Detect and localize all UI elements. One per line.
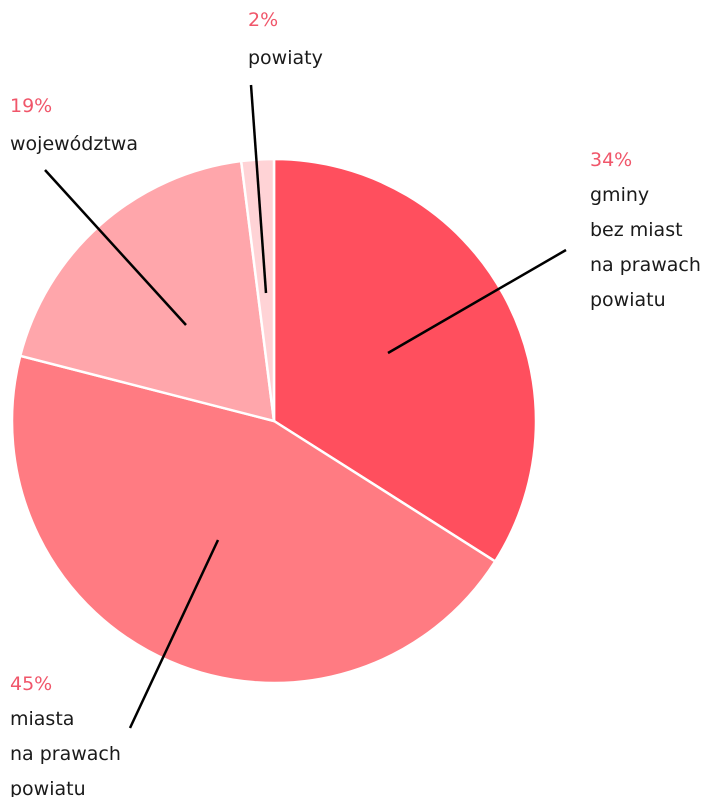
slice-label-2-line-0: województwa [10,133,138,155]
slice-label-0-line-1: bez miast [590,219,683,241]
slice-label-0-line-3: powiatu [590,289,666,311]
slice-label-0-line-2: na prawach [590,254,701,276]
slice-labels: 34% gminy bez miast na prawach powiatu 45% mia… [10,9,701,797]
slice-label-0-line-0: gminy [590,184,649,206]
slice-percent-label-3: 2% [248,9,278,31]
leader-line-1 [128,539,220,729]
pie-slice-2 [18,159,276,423]
leader-line-2 [44,169,187,326]
slice-label-1-line-0: miasta [10,708,74,730]
leader-lines [44,84,567,729]
leader-line-0 [387,248,567,355]
slice-label-1-line-1: na prawach [10,743,121,765]
slice-percent-label-0: 34% [590,149,632,171]
pie-slice-0 [272,157,538,564]
slice-percent-label-2: 19% [10,95,52,117]
slice-percent-label-1: 45% [10,673,52,695]
leader-line-3 [249,84,268,294]
slice-label-1-line-2: powiatu [10,778,86,797]
pie-slices [10,157,538,685]
slice-label-3-line-0: powiaty [248,47,323,69]
pie-slice-1 [10,354,497,685]
